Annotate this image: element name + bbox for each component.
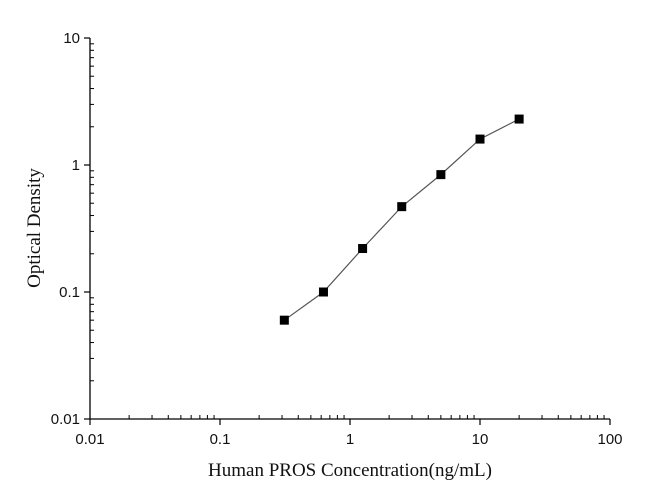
- data-series: [279, 114, 524, 325]
- data-point-marker: [279, 315, 289, 325]
- data-point-marker: [475, 134, 485, 144]
- x-tick-label: 0.1: [210, 431, 231, 448]
- x-axis-title: Human PROS Concentration(ng/mL): [208, 460, 492, 481]
- data-point-marker: [397, 202, 407, 212]
- y-tick-label: 0.1: [59, 284, 80, 301]
- y-tick-label: 1: [72, 157, 80, 174]
- y-axis-title: Optical Density: [24, 168, 45, 288]
- x-tick-label: 10: [472, 431, 489, 448]
- x-tick-label: 1: [346, 431, 354, 448]
- axes: 0.01 0.1 1 10 100 0.01 0.1 1 10: [51, 30, 623, 448]
- y-tick-label: 0.01: [51, 411, 80, 428]
- data-point-marker: [318, 287, 328, 297]
- x-tick-label: 0.01: [75, 431, 104, 448]
- y-tick-label: 10: [63, 30, 80, 47]
- data-point-marker: [436, 170, 446, 180]
- x-tick-label: 100: [597, 431, 622, 448]
- data-point-marker: [358, 244, 368, 254]
- data-point-marker: [514, 114, 524, 124]
